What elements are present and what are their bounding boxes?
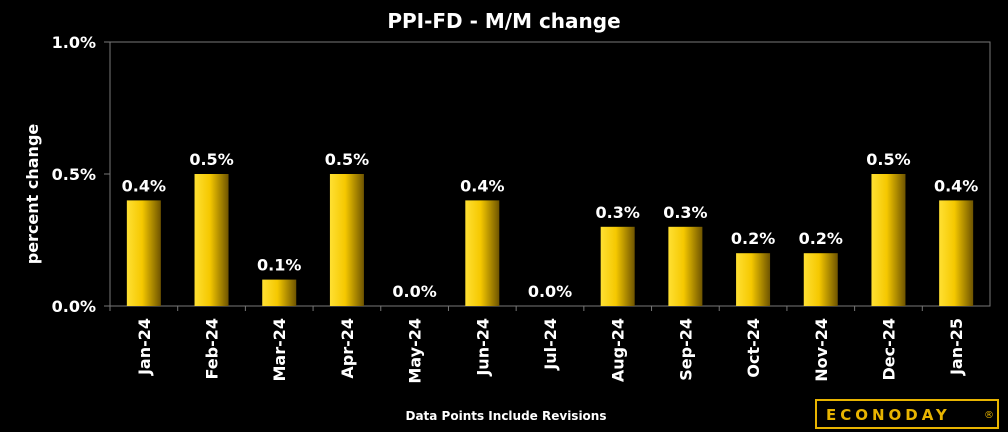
x-tick-label-jul-24: Jul-24 (541, 318, 560, 371)
x-tick-label-apr-24: Apr-24 (338, 318, 357, 379)
y-tick-label: 1.0% (52, 33, 96, 52)
plot-frame (109, 41, 991, 307)
data-label-oct-24: 0.2% (731, 229, 775, 248)
y-axis-label: percent change (23, 124, 42, 265)
bar-jan-24 (126, 200, 161, 306)
data-label-dec-24: 0.5% (866, 150, 910, 169)
logo-mark: ® (984, 410, 994, 421)
x-tick-label-jun-24: Jun-24 (473, 318, 492, 377)
bar-nov-24 (803, 253, 838, 306)
x-tick-label-feb-24: Feb-24 (203, 318, 222, 380)
data-label-mar-24: 0.1% (257, 256, 301, 275)
x-tick-label-jan-25: Jan-25 (947, 318, 966, 376)
bar-apr-24 (329, 174, 364, 306)
bar-mar-24 (262, 279, 297, 306)
y-tick-label: 0.5% (52, 165, 96, 184)
x-tick-label-nov-24: Nov-24 (812, 318, 831, 382)
chart-title: PPI-FD - M/M change (387, 9, 620, 33)
data-label-feb-24: 0.5% (189, 150, 233, 169)
bar-aug-24 (600, 226, 635, 306)
y-tick-label: 0.0% (52, 297, 96, 316)
x-tick-label-sep-24: Sep-24 (676, 318, 695, 381)
footnote: Data Points Include Revisions (405, 409, 606, 423)
bar-dec-24 (871, 174, 906, 306)
plot-area (109, 41, 991, 307)
bar-jun-24 (465, 200, 500, 306)
x-tick-label-oct-24: Oct-24 (744, 318, 763, 378)
data-label-jul-24: 0.0% (528, 282, 572, 301)
data-label-jun-24: 0.4% (460, 176, 504, 195)
bar-oct-24 (736, 253, 771, 306)
x-tick-label-may-24: May-24 (406, 318, 425, 384)
bar-jan-25 (939, 200, 974, 306)
x-tick-label-jan-24: Jan-24 (135, 318, 154, 376)
data-label-jan-25: 0.4% (934, 176, 978, 195)
x-tick-label-dec-24: Dec-24 (879, 318, 898, 381)
x-tick-label-aug-24: Aug-24 (609, 318, 628, 382)
data-label-sep-24: 0.3% (663, 203, 707, 222)
bar-feb-24 (194, 174, 229, 306)
bar-sep-24 (668, 226, 703, 306)
econoday-logo: ECONODAY ® (815, 399, 999, 429)
logo-frame (815, 399, 999, 429)
logo-text: ECONODAY (826, 406, 951, 424)
data-label-may-24: 0.0% (392, 282, 436, 301)
data-label-apr-24: 0.5% (325, 150, 369, 169)
data-label-aug-24: 0.3% (596, 203, 640, 222)
data-label-jan-24: 0.4% (122, 176, 166, 195)
data-label-nov-24: 0.2% (799, 229, 843, 248)
x-tick-label-mar-24: Mar-24 (270, 318, 289, 382)
